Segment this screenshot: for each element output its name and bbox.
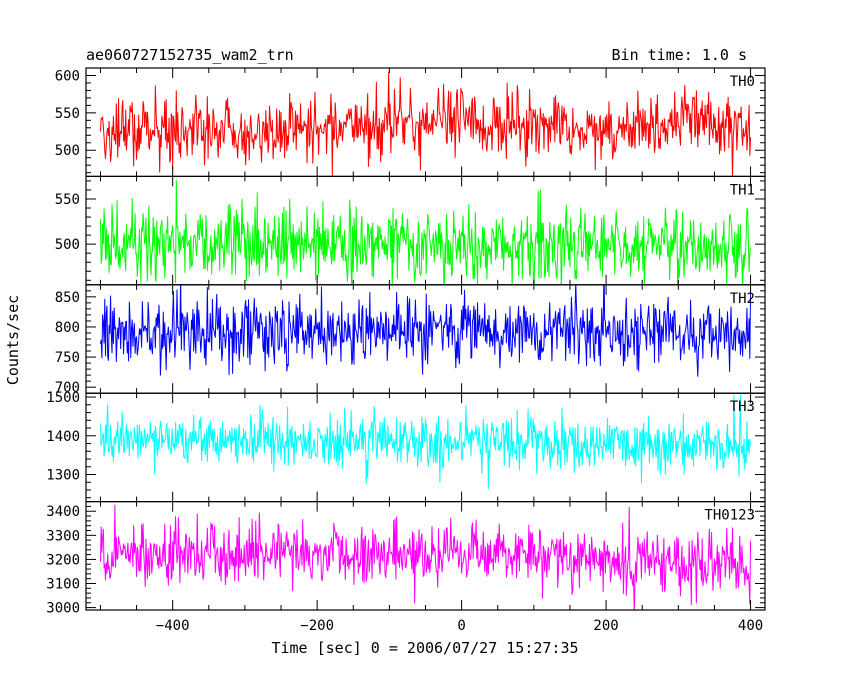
xtick-label-400: 400 bbox=[738, 618, 763, 634]
ytick-label-th0-600: 600 bbox=[55, 68, 80, 84]
ytick-label-th0-550: 550 bbox=[55, 106, 80, 122]
xtick-label-200: 200 bbox=[593, 618, 618, 634]
series-th2 bbox=[99, 284, 752, 377]
xtick-label--200: −200 bbox=[300, 618, 334, 634]
ytick-label-th1-500: 500 bbox=[55, 237, 80, 253]
ytick-label-th0123-3100: 3100 bbox=[46, 577, 80, 593]
ytick-label-th0-500: 500 bbox=[55, 143, 80, 159]
panels-group: 500 550 600 TH0 500 550 TH1 700 750 800 850 TH2 1300… bbox=[46, 67, 766, 617]
panel-label-th3: TH3 bbox=[730, 399, 755, 415]
xtick-label--400: −400 bbox=[156, 618, 190, 634]
ytick-label-th3-1300: 1300 bbox=[46, 468, 80, 484]
ytick-label-th0123-3300: 3300 bbox=[46, 528, 80, 544]
ytick-label-th2-750: 750 bbox=[55, 350, 80, 366]
series-th3 bbox=[99, 393, 752, 490]
ytick-label-th2-700: 700 bbox=[55, 380, 80, 396]
ytick-label-th3-1400: 1400 bbox=[46, 429, 80, 445]
x-axis-label: Time [sec] 0 = 2006/07/27 15:27:35 bbox=[271, 639, 578, 657]
panel-frame-th1 bbox=[85, 175, 766, 286]
panel-label-th2: TH2 bbox=[730, 291, 755, 307]
ytick-label-th1-550: 550 bbox=[55, 192, 80, 208]
xtick-label-0: 0 bbox=[457, 618, 465, 634]
panel-th0123: 3000 3100 3200 3300 3400 TH0123 bbox=[46, 501, 766, 617]
panel-th2: 700 750 800 850 TH2 bbox=[55, 284, 766, 396]
panel-label-th0123: TH0123 bbox=[704, 508, 755, 524]
ytick-label-th0123-3400: 3400 bbox=[46, 504, 80, 520]
chart-title: ae060727152735_wam2_trn bbox=[86, 46, 294, 64]
panel-frame-th0123 bbox=[85, 501, 766, 611]
panel-th0: 500 550 600 TH0 bbox=[55, 67, 766, 178]
ytick-label-th0123-3000: 3000 bbox=[46, 601, 80, 617]
series-th0 bbox=[99, 71, 752, 177]
panel-label-th0: TH0 bbox=[730, 74, 755, 90]
ytick-label-th3-1500: 1500 bbox=[46, 390, 80, 406]
series-th0123 bbox=[99, 504, 752, 611]
ytick-label-th2-850: 850 bbox=[55, 290, 80, 306]
x-axis: −400 −200 0 200 400 bbox=[156, 618, 763, 634]
panel-label-th1: TH1 bbox=[730, 182, 755, 198]
y-axis-label: Counts/sec bbox=[4, 295, 22, 385]
ytick-label-th0123-3200: 3200 bbox=[46, 552, 80, 568]
panel-th3: 1300 1400 1500 TH3 bbox=[46, 390, 766, 503]
series-th1 bbox=[99, 179, 752, 285]
bin-time-label: Bin time: 1.0 s bbox=[612, 46, 747, 64]
panel-th1: 500 550 TH1 bbox=[55, 175, 766, 286]
ytick-label-th2-800: 800 bbox=[55, 320, 80, 336]
